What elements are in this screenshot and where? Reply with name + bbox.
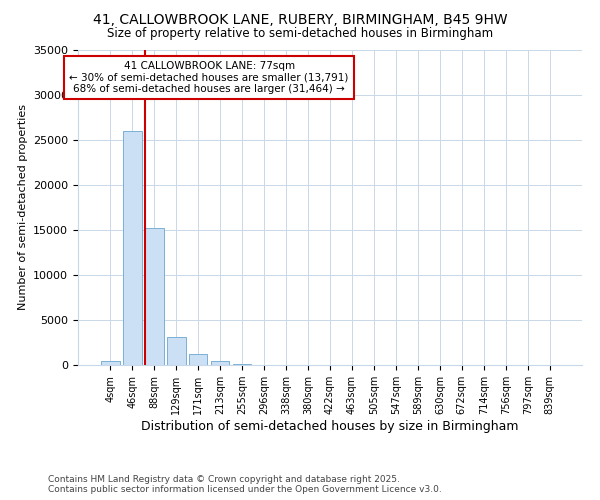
- X-axis label: Distribution of semi-detached houses by size in Birmingham: Distribution of semi-detached houses by …: [141, 420, 519, 433]
- Bar: [101, 362, 119, 365]
- Bar: [211, 362, 229, 365]
- Text: Contains HM Land Registry data © Crown copyright and database right 2025.
Contai: Contains HM Land Registry data © Crown c…: [48, 474, 442, 494]
- Bar: [189, 354, 208, 365]
- Bar: [145, 228, 164, 365]
- Bar: [123, 131, 142, 365]
- Text: 41 CALLOWBROOK LANE: 77sqm
← 30% of semi-detached houses are smaller (13,791)
68: 41 CALLOWBROOK LANE: 77sqm ← 30% of semi…: [70, 61, 349, 94]
- Text: 41, CALLOWBROOK LANE, RUBERY, BIRMINGHAM, B45 9HW: 41, CALLOWBROOK LANE, RUBERY, BIRMINGHAM…: [92, 12, 508, 26]
- Y-axis label: Number of semi-detached properties: Number of semi-detached properties: [17, 104, 28, 310]
- Bar: [233, 364, 251, 365]
- Text: Size of property relative to semi-detached houses in Birmingham: Size of property relative to semi-detach…: [107, 28, 493, 40]
- Bar: [167, 337, 185, 365]
